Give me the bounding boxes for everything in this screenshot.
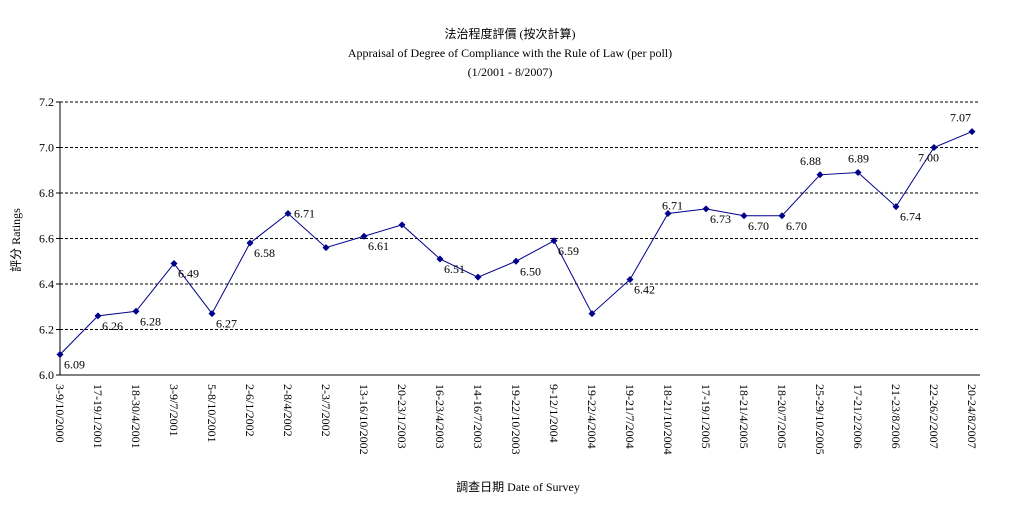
line [59,131,973,355]
x-tick-label: 19-21/7/2004 [623,384,637,449]
x-tick-label: 14-16/7/2003 [471,384,485,449]
point [778,212,786,220]
data-label: 6.09 [64,358,85,372]
y-tick-label: 6.6 [39,232,54,246]
chart-period: (1/2001 - 8/2007) [468,65,553,79]
x-tick-label: 25-29/10/2005 [813,384,827,455]
x-tick-label: 18-21/10/2004 [661,384,675,455]
x-tick-label: 17-21/2/2006 [851,384,865,449]
data-label: 6.42 [634,282,655,296]
x-tick-label: 20-24/8/2007 [965,384,979,449]
x-tick-label: 2-8/4/2002 [281,384,295,437]
chart-title: 法治程度評價 (按次計算) [445,26,576,41]
data-label: 6.49 [178,267,199,281]
point [398,221,406,229]
x-tick-label: 22-26/2/2007 [927,384,941,449]
data-label: 7.07 [950,111,971,125]
y-tick-label: 7.0 [39,141,54,155]
point [322,244,330,252]
point [246,239,254,247]
x-tick-label: 3-9/7/2001 [167,384,181,437]
data-label: 6.71 [662,198,683,212]
point [588,310,596,318]
point [208,310,216,318]
x-tick-label: 3-9/10/2000 [53,384,67,443]
x-tick-label: 19-22/4/2004 [585,384,599,449]
x-tick-label: 20-23/1/2003 [395,384,409,449]
y-tick-label: 6.4 [39,277,54,291]
point [94,312,102,320]
x-tick-label: 13-16/10/2002 [357,384,371,455]
y-tick-label: 6.2 [39,323,54,337]
chart-subtitle: Appraisal of Degree of Compliance with t… [348,46,672,60]
data-label: 6.28 [140,314,161,328]
point [132,307,140,315]
x-tick-label: 18-21/4/2005 [737,384,751,449]
data-label: 6.70 [748,219,769,233]
data-label: 6.89 [848,152,869,166]
point [56,351,64,359]
x-tick-label: 18-30/4/2001 [129,384,143,449]
x-tick-label: 17-19/1/2005 [699,384,713,449]
data-label: 6.58 [254,246,275,260]
x-axis-label: 調查日期 Date of Survey [456,480,580,494]
x-tick-label: 5-8/10/2001 [205,384,219,443]
y-tick-label: 6.0 [39,368,54,382]
point [740,212,748,220]
y-axis-label: 評分 Ratings [8,208,23,272]
data-label: 6.73 [710,212,731,226]
data-label: 7.00 [918,151,939,165]
x-tick-label: 2-6/1/2002 [243,384,257,437]
point [626,275,634,283]
data-label: 6.70 [786,219,807,233]
x-tick-label: 18-20/7/2005 [775,384,789,449]
point [664,209,672,217]
point [436,255,444,263]
y-tick-label: 6.8 [39,186,54,200]
data-label: 6.88 [800,154,821,168]
data-label: 6.51 [444,262,465,276]
point [968,128,976,136]
x-tick-label: 16-23/4/2003 [433,384,447,449]
data-label: 6.50 [520,264,541,278]
point [360,232,368,240]
x-tick-label: 2-3/7/2002 [319,384,333,437]
x-tick-label: 9-12/1/2004 [547,384,561,443]
point [474,273,482,281]
data-label: 6.61 [368,239,389,253]
point [284,209,292,217]
y-tick-label: 7.2 [39,95,54,109]
point [512,257,520,265]
point [892,203,900,211]
point [930,144,938,151]
x-tick-label: 17-19/1/2001 [91,384,105,449]
data-label: 6.26 [102,319,123,333]
point [550,237,558,245]
point [702,205,710,213]
x-tick-label: 19-22/10/2003 [509,384,523,455]
point [816,171,824,179]
point [854,169,862,177]
data-label: 6.27 [216,317,237,331]
x-tick-label: 21-23/8/2006 [889,384,903,449]
data-label: 6.71 [294,206,315,220]
data-label: 6.59 [558,244,579,258]
data-label: 6.74 [900,210,921,224]
point [170,260,178,268]
